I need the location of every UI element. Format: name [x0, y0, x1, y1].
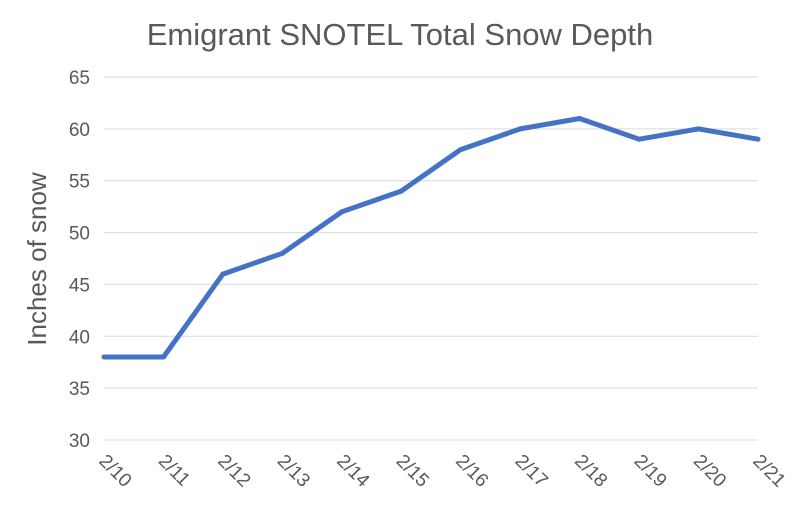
series-group — [101, 115, 761, 360]
data-point — [458, 147, 464, 153]
data-point — [517, 126, 523, 132]
x-tick-label: 2/17 — [511, 451, 552, 492]
data-point — [696, 126, 702, 132]
x-tick-label: 2/15 — [392, 451, 433, 492]
y-tick-label: 55 — [69, 172, 90, 193]
data-point — [220, 271, 226, 277]
data-point — [755, 136, 761, 142]
y-tick-label: 35 — [69, 379, 90, 400]
y-tick-label: 65 — [69, 68, 90, 89]
data-point — [160, 354, 166, 360]
series-line-0 — [104, 116, 759, 360]
x-tick-label: 2/12 — [213, 451, 254, 492]
x-tick-label: 2/13 — [273, 451, 314, 492]
chart-title: Emigrant SNOTEL Total Snow Depth — [147, 17, 654, 52]
y-tick-label: 50 — [69, 224, 90, 245]
x-tick-label: 2/14 — [332, 451, 373, 492]
y-tick-label: 30 — [69, 431, 90, 452]
data-point — [279, 250, 285, 256]
x-tick-label: 2/10 — [94, 451, 135, 492]
data-point — [577, 115, 583, 121]
y-axis-label: Inches of snow — [22, 172, 52, 346]
y-tick-label: 40 — [69, 327, 90, 348]
data-point — [339, 209, 345, 215]
data-point — [636, 136, 642, 142]
y-tick-label: 60 — [69, 120, 90, 141]
x-tick-label: 2/16 — [451, 451, 492, 492]
x-tick-label: 2/19 — [630, 451, 671, 492]
y-axis-ticks: 30 35 40 45 50 55 60 65 — [69, 68, 90, 452]
x-tick-label: 2/11 — [154, 451, 194, 491]
x-tick-label: 2/18 — [570, 451, 611, 492]
x-tick-label: 2/20 — [689, 451, 730, 492]
gridlines — [104, 76, 758, 389]
data-point — [101, 354, 107, 360]
x-axis-ticks: 2/10 2/11 2/12 2/13 2/14 2/15 2/16 2/17 2/18 2/19… — [94, 451, 789, 492]
y-tick-label: 45 — [69, 275, 90, 296]
x-tick-label: 2/21 — [748, 451, 789, 492]
data-point — [398, 188, 404, 194]
